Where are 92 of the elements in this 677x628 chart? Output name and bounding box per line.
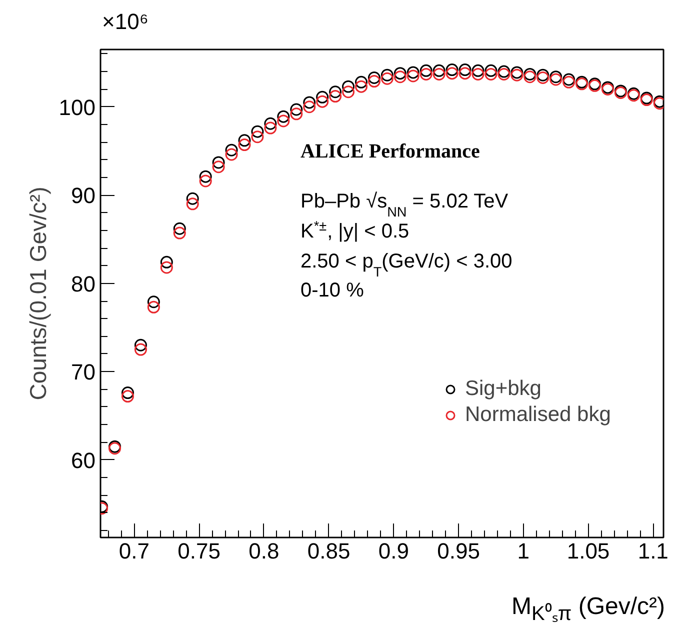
point <box>380 72 394 85</box>
x-tick-label: 0.85 <box>307 538 350 564</box>
point <box>277 110 290 123</box>
point <box>134 338 147 352</box>
point <box>134 343 147 356</box>
point <box>536 68 550 82</box>
x-tick-label: 1 <box>517 538 530 564</box>
point <box>147 296 160 308</box>
point <box>121 390 134 403</box>
point <box>251 125 264 138</box>
point <box>484 64 498 77</box>
point <box>472 64 484 77</box>
point <box>342 80 355 93</box>
x-axis-title: M$_{K⁰ₛπ}$ (Gev/c²) <box>512 592 665 627</box>
point <box>316 95 329 108</box>
point <box>524 70 536 84</box>
point <box>368 72 380 84</box>
legend-label: Normalised bkg <box>465 403 611 427</box>
annotation: 0-10 % <box>300 280 364 302</box>
x-tick-label: 0.9 <box>378 538 409 564</box>
point <box>212 160 225 174</box>
point <box>160 256 173 268</box>
point <box>225 144 238 156</box>
x-tick-label: 1.05 <box>566 538 610 564</box>
x-tick-label: 1.1 <box>638 538 668 564</box>
point <box>432 64 446 77</box>
point <box>484 68 498 80</box>
point <box>368 75 380 88</box>
point <box>394 70 406 84</box>
point <box>212 156 225 169</box>
point <box>290 108 303 120</box>
x-tick-label: 0.8 <box>248 538 280 564</box>
point <box>264 122 277 134</box>
point <box>277 114 290 128</box>
point <box>342 86 355 98</box>
point <box>251 130 264 144</box>
point <box>458 67 472 80</box>
x-tick-label: 0.7 <box>118 538 150 564</box>
point <box>432 68 446 80</box>
point <box>160 261 173 274</box>
point <box>316 90 329 104</box>
point <box>303 96 316 109</box>
point <box>458 64 472 76</box>
y-tick-label: 100 <box>58 94 96 120</box>
y-tick-label: 90 <box>71 183 96 208</box>
point <box>420 68 432 80</box>
point <box>446 64 458 76</box>
point <box>550 73 562 86</box>
annotation: ALICE Performance <box>300 140 480 162</box>
point <box>524 68 536 80</box>
y-tick-label: 80 <box>71 271 96 296</box>
point <box>536 72 550 84</box>
text: ×10⁶ <box>102 8 148 36</box>
point <box>121 386 134 400</box>
point <box>199 170 212 183</box>
point <box>406 70 420 82</box>
point <box>550 70 562 84</box>
point <box>562 76 576 88</box>
point <box>562 73 576 86</box>
y-axis-title: Counts/(0.01 Gev/c²) <box>24 186 51 400</box>
point <box>394 67 406 80</box>
point <box>290 103 303 116</box>
point <box>406 66 420 79</box>
point <box>238 134 251 147</box>
point <box>510 66 524 79</box>
point <box>173 226 186 240</box>
point <box>238 138 251 152</box>
annotation: K*±, |y| < 0.5 <box>300 218 410 242</box>
point <box>354 80 368 93</box>
point <box>147 300 160 314</box>
x-tick-label: 0.95 <box>437 538 480 564</box>
point <box>199 174 212 188</box>
y-tick-label: 60 <box>71 448 96 473</box>
point <box>186 198 199 210</box>
point <box>329 86 342 98</box>
point <box>225 148 238 161</box>
point <box>446 67 458 80</box>
point <box>380 68 394 82</box>
x-tick-label: 0.75 <box>178 538 221 564</box>
point <box>498 65 510 78</box>
point <box>472 68 484 80</box>
point <box>510 68 524 82</box>
point <box>329 90 342 103</box>
point <box>498 68 510 80</box>
point <box>303 100 316 114</box>
point <box>186 192 199 205</box>
y-tick-label: 70 <box>71 360 96 385</box>
point <box>354 76 368 88</box>
point <box>420 64 432 77</box>
point <box>173 222 186 235</box>
legend-label: Sig+bkg <box>465 377 542 401</box>
point <box>264 117 277 130</box>
